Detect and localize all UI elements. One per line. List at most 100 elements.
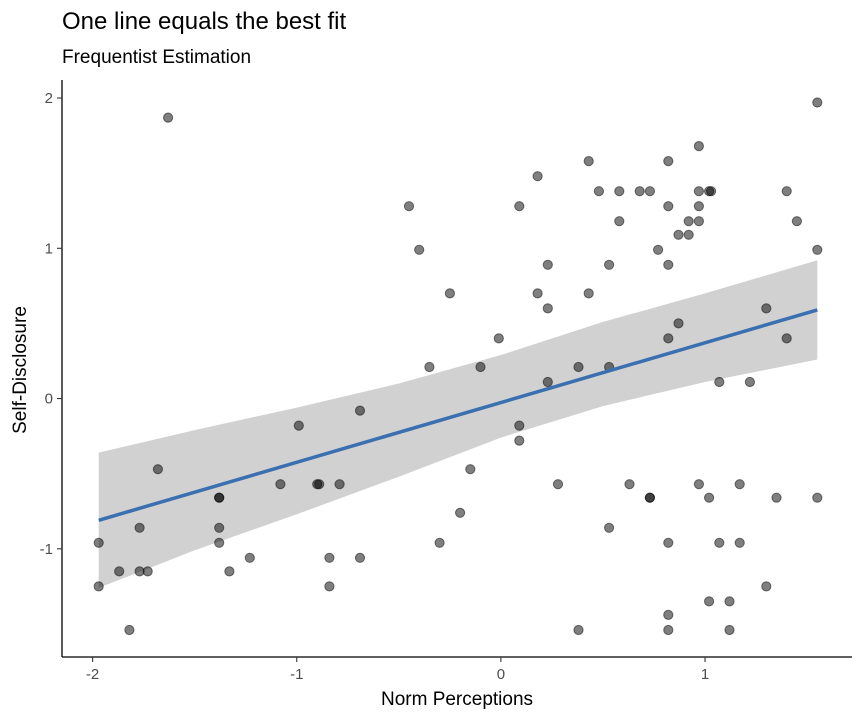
data-point — [93, 537, 104, 548]
data-point — [693, 216, 705, 227]
data-point — [93, 581, 104, 592]
x-axis-ticks: -2 -1 0 1 — [86, 657, 709, 683]
data-point — [714, 537, 725, 548]
data-point — [663, 609, 674, 621]
data-point — [663, 201, 674, 212]
data-point — [663, 156, 674, 167]
data-point — [142, 566, 153, 577]
x-tick-label: 1 — [701, 666, 709, 683]
x-tick-label: -1 — [290, 666, 303, 683]
y-tick-label: -1 — [40, 541, 53, 558]
data-point — [734, 479, 745, 490]
data-point — [465, 464, 476, 475]
data-point — [781, 186, 792, 197]
y-tick-label: 0 — [45, 391, 53, 408]
data-point — [312, 479, 323, 490]
data-point — [224, 566, 235, 577]
data-point — [604, 522, 615, 533]
data-point — [663, 259, 674, 270]
data-point — [693, 479, 705, 490]
data-point — [514, 420, 525, 431]
data-point — [771, 492, 782, 503]
data-point — [493, 333, 504, 344]
data-point — [403, 201, 415, 212]
data-point — [444, 288, 455, 299]
data-point — [414, 244, 425, 255]
y-tick-label: 2 — [45, 90, 53, 107]
data-point — [724, 596, 735, 607]
data-point — [663, 624, 674, 636]
data-point — [663, 333, 674, 344]
data-point — [593, 186, 605, 197]
data-point — [693, 201, 705, 212]
y-tick-label: 1 — [45, 240, 53, 257]
data-point — [514, 435, 525, 446]
data-point — [354, 552, 366, 563]
data-point — [706, 186, 717, 197]
data-point — [573, 361, 584, 373]
data-point — [573, 624, 584, 636]
data-point — [781, 333, 792, 344]
data-point — [704, 492, 715, 503]
data-point — [693, 186, 705, 197]
data-point — [434, 537, 445, 548]
data-point — [761, 303, 772, 314]
x-tick-label: 0 — [497, 666, 505, 683]
data-point — [293, 420, 304, 431]
data-point — [424, 361, 435, 373]
data-point — [532, 288, 543, 299]
plot-area — [93, 97, 823, 636]
data-point — [761, 581, 772, 592]
data-point — [214, 537, 225, 548]
data-point — [475, 361, 486, 373]
data-point — [812, 97, 823, 108]
data-point — [354, 405, 366, 416]
data-point — [583, 288, 594, 299]
data-point — [334, 479, 345, 490]
y-axis-title: Self-Disclosure — [10, 306, 31, 434]
chart-subtitle: Frequentist Estimation — [62, 47, 251, 68]
data-point — [324, 552, 335, 563]
data-point — [583, 156, 594, 167]
data-point — [114, 566, 125, 577]
data-point — [663, 537, 674, 548]
data-point — [683, 216, 694, 227]
data-point — [542, 303, 553, 314]
data-point — [455, 507, 466, 518]
data-point — [734, 537, 745, 548]
data-point — [644, 186, 656, 197]
data-point — [673, 229, 684, 240]
data-point — [542, 259, 553, 270]
data-point — [812, 492, 823, 503]
data-point — [275, 479, 286, 490]
data-point — [634, 186, 645, 197]
data-point — [324, 581, 335, 592]
data-point — [704, 596, 715, 607]
data-point — [124, 624, 135, 636]
data-point — [673, 318, 684, 329]
data-point — [552, 479, 564, 490]
data-point — [624, 479, 635, 490]
data-point — [714, 376, 725, 388]
data-point — [214, 522, 225, 533]
data-point — [214, 492, 225, 503]
data-point — [744, 376, 756, 388]
x-tick-label: -2 — [86, 666, 99, 683]
y-axis-ticks: -1 0 1 2 — [40, 90, 62, 558]
data-point — [653, 244, 664, 255]
data-point — [542, 376, 553, 388]
data-point — [134, 522, 145, 533]
chart-title: One line equals the best fit — [62, 8, 347, 35]
data-point — [683, 229, 694, 240]
data-point — [614, 216, 625, 227]
data-point — [532, 171, 543, 182]
confidence-band — [98, 260, 818, 588]
data-point — [724, 624, 735, 636]
data-point — [244, 552, 255, 563]
data-point — [812, 244, 823, 255]
x-axis-title: Norm Perceptions — [381, 689, 533, 710]
data-point — [514, 201, 525, 212]
data-point — [644, 492, 656, 503]
best-fit-line — [98, 308, 818, 522]
